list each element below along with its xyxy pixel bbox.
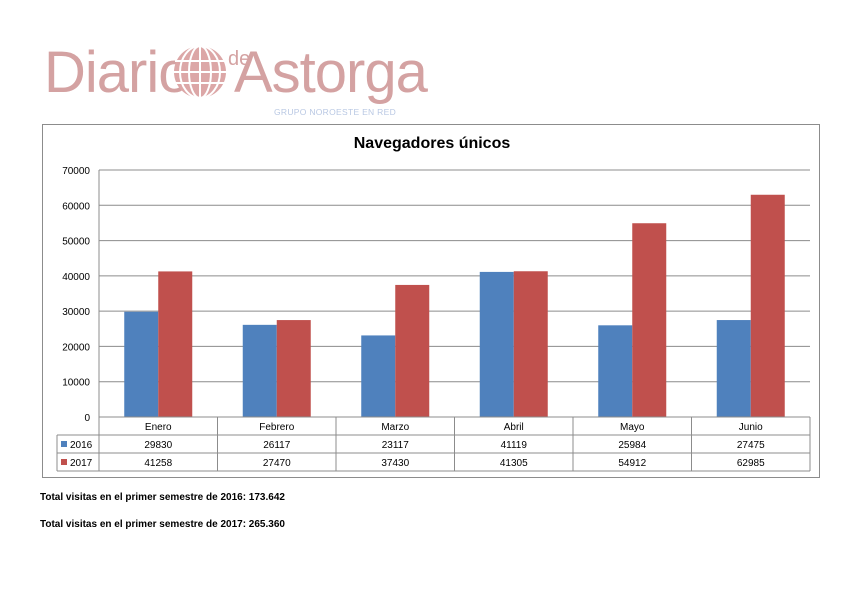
- logo: Diario de Astorga GRUPO NOROESTE EN RED: [44, 40, 428, 122]
- data-label: 27470: [263, 458, 291, 469]
- bar-2017-enero: [158, 271, 193, 417]
- y-tick-label: 0: [84, 413, 90, 424]
- bar-2017-mayo: [632, 223, 667, 417]
- data-label: 26117: [263, 440, 291, 451]
- logo-word-astorga: Astorga: [234, 40, 428, 105]
- bar-2016-abril: [479, 271, 514, 417]
- x-tick-label: Febrero: [259, 422, 294, 433]
- data-label: 23117: [382, 440, 410, 451]
- data-label: 54912: [618, 458, 646, 469]
- data-label: 41258: [144, 458, 172, 469]
- data-label: 62985: [737, 458, 765, 469]
- bar-2017-febrero: [276, 320, 311, 417]
- chart-container: Navegadores únicos 0 10000 20000 30000 40000…: [42, 124, 820, 478]
- bar-2017-abril: [513, 271, 548, 417]
- y-tick-label: 60000: [62, 201, 90, 212]
- chart-title: Navegadores únicos: [353, 135, 511, 152]
- bar-2016-junio: [716, 320, 751, 417]
- bar-2016-mayo: [598, 325, 633, 417]
- data-label: 27475: [737, 440, 765, 451]
- data-label: 29830: [144, 440, 172, 451]
- bar-2016-febrero: [242, 324, 277, 417]
- x-tick-label: Junio: [739, 422, 763, 433]
- data-label: 25984: [618, 440, 646, 451]
- data-label: 41119: [501, 440, 528, 451]
- legend-swatch-2017: [61, 459, 67, 465]
- x-tick-label: Enero: [145, 422, 172, 433]
- y-tick-label: 10000: [62, 378, 90, 389]
- y-tick-label: 40000: [62, 272, 90, 283]
- legend-label-2016: 2016: [70, 440, 93, 451]
- logo-word-de: de: [228, 48, 251, 70]
- data-label: 41305: [500, 458, 528, 469]
- y-tick-label: 20000: [62, 342, 90, 353]
- x-tick-label: Marzo: [381, 422, 409, 433]
- total-2016-text: Total visitas en el primer semestre de 2…: [40, 492, 285, 503]
- globe-icon: [174, 45, 226, 99]
- bar-2017-junio: [750, 194, 785, 417]
- bar-2016-marzo: [361, 335, 396, 417]
- bar-2017-marzo: [395, 284, 430, 417]
- logo-subtitle: GRUPO NOROESTE EN RED: [274, 107, 397, 117]
- bar-chart: 0 10000 20000 30000 40000 50000 60000 70000 Ener…: [56, 166, 811, 472]
- total-2017-text: Total visitas en el primer semestre de 2…: [40, 519, 285, 530]
- legend-label-2017: 2017: [70, 458, 93, 469]
- y-tick-label: 70000: [62, 166, 90, 177]
- x-tick-label: Abril: [504, 422, 524, 433]
- y-tick-label: 30000: [62, 307, 90, 318]
- logo-word-diario: Diario: [44, 40, 190, 105]
- y-tick-label: 50000: [62, 237, 90, 248]
- bar-2016-enero: [124, 311, 159, 417]
- legend-swatch-2016: [61, 441, 67, 447]
- data-label: 37430: [381, 458, 409, 469]
- x-tick-label: Mayo: [620, 422, 645, 433]
